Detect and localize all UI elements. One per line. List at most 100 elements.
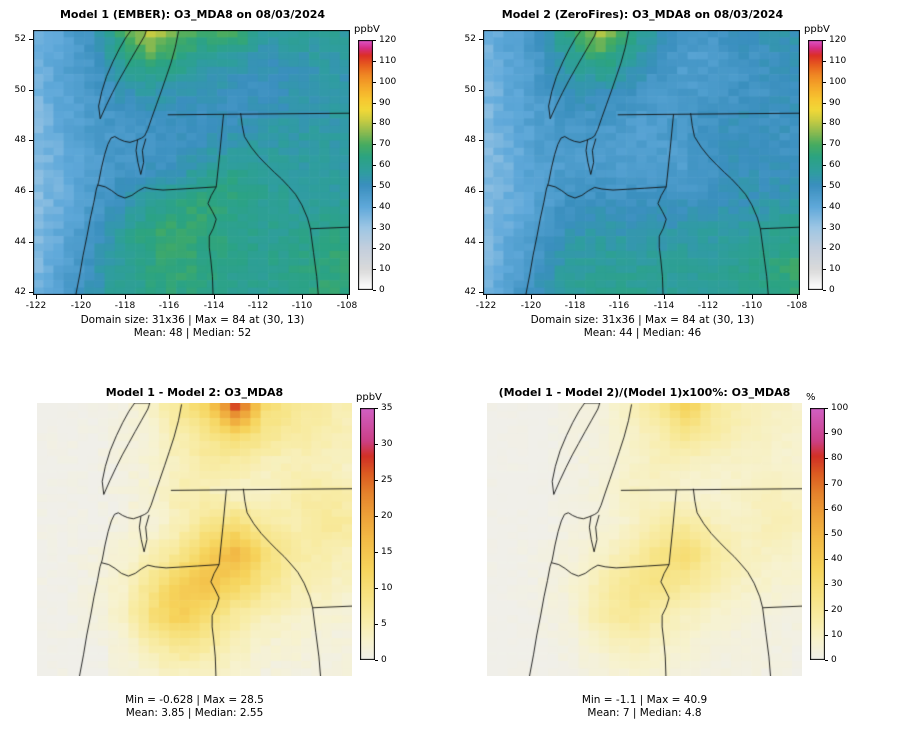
colorbar-tick-mark (825, 610, 828, 611)
colorbar-tick-label: 100 (829, 77, 847, 87)
colorbar-tick-label: 110 (829, 56, 847, 66)
colorbar-tick-mark (825, 458, 828, 459)
x-axis-tick-mark (258, 295, 259, 299)
colorbar-tick-mark (373, 248, 376, 249)
colorbar-tick-label: 30 (831, 579, 843, 589)
model2-colorbar-unit-label: ppbV (804, 24, 830, 35)
percent-caption-mean-median: Mean: 7 | Median: 4.8 (587, 707, 702, 719)
colorbar-tick-label: 60 (829, 160, 841, 170)
colorbar-tick-label: 15 (381, 547, 393, 557)
colorbar-tick-mark (825, 509, 828, 510)
x-axis-tick-label: -116 (158, 301, 180, 311)
percent-colorbar-unit-label: % (806, 392, 816, 403)
colorbar-tick-mark (823, 82, 826, 83)
y-axis-tick-label: 52 (464, 34, 476, 44)
colorbar-tick-label: 10 (381, 583, 393, 593)
y-axis-tick-mark (29, 242, 33, 243)
colorbar-tick-mark (375, 408, 378, 409)
y-axis-tick-mark (479, 90, 483, 91)
colorbar-tick-label: 80 (379, 118, 391, 128)
model1-colorbar-canvas (358, 40, 373, 290)
colorbar-tick-mark (825, 584, 828, 585)
colorbar-tick-label: 20 (381, 511, 393, 521)
difference-colorbar-canvas (360, 408, 375, 660)
colorbar-tick-mark (373, 61, 376, 62)
x-axis-tick-mark (302, 295, 303, 299)
percent-difference-map-canvas (487, 403, 802, 676)
colorbar-tick-mark (825, 433, 828, 434)
colorbar-tick-label: 0 (381, 655, 387, 665)
percent-caption-min-max: Min = -1.1 | Max = 40.9 (581, 694, 708, 706)
model2-caption-domain-max: Domain size: 31x36 | Max = 84 at (30, 13… (530, 314, 755, 326)
x-axis-tick-mark (752, 295, 753, 299)
colorbar-tick-mark (823, 144, 826, 145)
y-axis-tick-label: 50 (14, 85, 26, 95)
x-axis-tick-mark (797, 295, 798, 299)
x-axis-tick-label: -114 (203, 301, 225, 311)
x-axis-tick-mark (347, 295, 348, 299)
colorbar-tick-label: 50 (829, 181, 841, 191)
colorbar-tick-label: 10 (831, 630, 843, 640)
model2-colorbar-canvas (808, 40, 823, 290)
model2-map-canvas (483, 30, 800, 295)
colorbar-tick-label: 110 (379, 56, 397, 66)
y-axis-tick-mark (29, 39, 33, 40)
model1-map-canvas (33, 30, 350, 295)
colorbar-tick-mark (375, 552, 378, 553)
colorbar-tick-label: 70 (379, 139, 391, 149)
y-axis-tick-mark (29, 191, 33, 192)
y-axis-tick-label: 44 (14, 237, 26, 247)
colorbar-tick-label: 70 (829, 139, 841, 149)
colorbar-tick-label: 35 (381, 403, 393, 413)
colorbar-tick-mark (375, 444, 378, 445)
colorbar-tick-mark (373, 186, 376, 187)
y-axis-tick-mark (29, 292, 33, 293)
colorbar-tick-mark (823, 186, 826, 187)
x-axis-tick-label: -122 (25, 301, 47, 311)
colorbar-tick-mark (823, 165, 826, 166)
colorbar-tick-label: 120 (829, 35, 847, 45)
x-axis-tick-mark (575, 295, 576, 299)
y-axis-tick-mark (479, 140, 483, 141)
x-axis-tick-mark (486, 295, 487, 299)
x-axis-tick-label: -118 (564, 301, 586, 311)
colorbar-tick-mark (823, 290, 826, 291)
x-axis-tick-mark (708, 295, 709, 299)
colorbar-tick-label: 100 (831, 403, 849, 413)
y-axis-tick-label: 44 (464, 237, 476, 247)
x-axis-tick-mark (81, 295, 82, 299)
colorbar-tick-label: 40 (379, 202, 391, 212)
colorbar-tick-mark (823, 228, 826, 229)
colorbar-tick-mark (825, 484, 828, 485)
colorbar-tick-mark (375, 480, 378, 481)
x-axis-tick-label: -110 (291, 301, 313, 311)
colorbar-tick-label: 10 (379, 264, 391, 274)
colorbar-tick-label: 30 (379, 223, 391, 233)
difference-colorbar-unit-label: ppbV (356, 392, 382, 403)
colorbar-tick-label: 90 (379, 98, 391, 108)
y-axis-tick-label: 42 (464, 287, 476, 297)
y-axis-tick-mark (479, 39, 483, 40)
colorbar-tick-mark (825, 559, 828, 560)
colorbar-tick-label: 50 (379, 181, 391, 191)
x-axis-tick-label: -108 (336, 301, 358, 311)
colorbar-tick-label: 100 (379, 77, 397, 87)
colorbar-tick-mark (823, 269, 826, 270)
colorbar-tick-label: 60 (379, 160, 391, 170)
colorbar-tick-label: 10 (829, 264, 841, 274)
colorbar-tick-label: 80 (831, 453, 843, 463)
x-axis-tick-label: -112 (697, 301, 719, 311)
colorbar-tick-mark (373, 40, 376, 41)
colorbar-tick-label: 20 (831, 605, 843, 615)
colorbar-tick-mark (375, 588, 378, 589)
colorbar-tick-label: 20 (829, 243, 841, 253)
difference-caption-mean-median: Mean: 3.85 | Median: 2.55 (125, 707, 264, 719)
colorbar-tick-mark (375, 624, 378, 625)
colorbar-tick-mark (825, 660, 828, 661)
colorbar-tick-mark (373, 103, 376, 104)
percent-difference-colorbar-canvas (810, 408, 825, 660)
y-axis-tick-mark (29, 140, 33, 141)
colorbar-tick-mark (373, 228, 376, 229)
colorbar-tick-mark (823, 40, 826, 41)
